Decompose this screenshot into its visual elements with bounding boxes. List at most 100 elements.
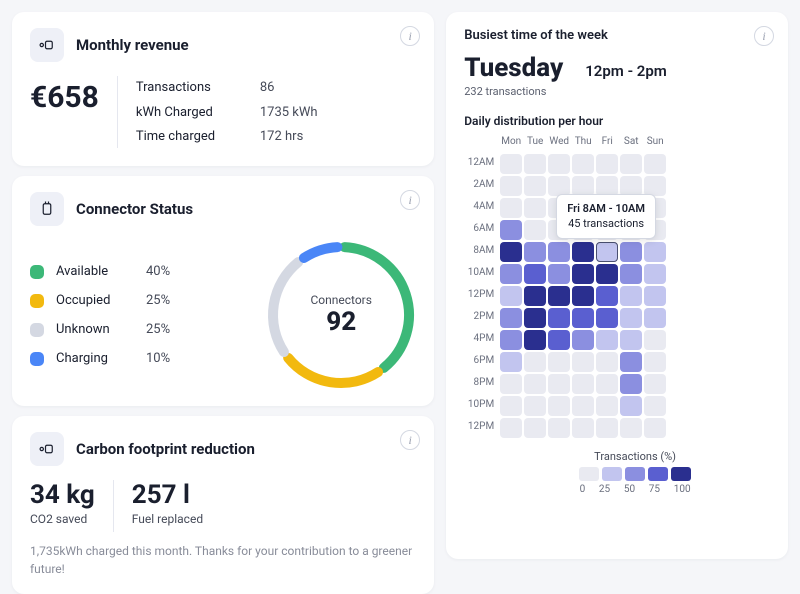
heatmap-cell[interactable]	[524, 176, 546, 196]
heatmap-cell[interactable]	[620, 396, 642, 416]
heatmap-cell[interactable]	[524, 330, 546, 350]
heatmap-cell[interactable]	[644, 154, 666, 174]
heatmap-cell[interactable]	[500, 176, 522, 196]
heatmap-cell[interactable]	[644, 374, 666, 394]
heatmap-cell[interactable]	[524, 154, 546, 174]
heatmap-cell[interactable]	[572, 396, 594, 416]
heatmap-cell[interactable]	[596, 374, 618, 394]
heatmap-cell[interactable]	[620, 374, 642, 394]
heatmap-cell[interactable]	[620, 352, 642, 372]
heatmap-cell[interactable]	[524, 242, 546, 262]
heatmap-cell[interactable]	[620, 154, 642, 174]
legend-item: Available40%	[30, 264, 170, 279]
heatmap-cell[interactable]	[500, 374, 522, 394]
heatmap-cell[interactable]	[524, 374, 546, 394]
heatmap-cell[interactable]	[596, 242, 618, 262]
heatmap-cell[interactable]	[644, 418, 666, 438]
info-icon[interactable]: i	[400, 430, 420, 450]
heatmap-cell[interactable]	[548, 396, 570, 416]
heatmap-cell[interactable]	[644, 176, 666, 196]
heatmap-cell[interactable]	[500, 242, 522, 262]
heatmap-cell[interactable]	[620, 176, 642, 196]
heatmap-cell[interactable]	[572, 242, 594, 262]
revenue-title: Monthly revenue	[76, 36, 189, 54]
heatmap-cell[interactable]	[500, 286, 522, 306]
heatmap-cell[interactable]	[548, 286, 570, 306]
heatmap-cell[interactable]	[596, 286, 618, 306]
heatmap-cell[interactable]	[644, 396, 666, 416]
heatmap-cell[interactable]	[500, 198, 522, 218]
heatmap-cell[interactable]	[500, 352, 522, 372]
hour-label: 4AM	[464, 196, 494, 218]
heatmap-cell[interactable]	[548, 374, 570, 394]
connector-title: Connector Status	[76, 200, 193, 218]
heatmap-cell[interactable]	[572, 264, 594, 284]
heatmap-cell[interactable]	[524, 396, 546, 416]
heatmap-cell[interactable]	[596, 352, 618, 372]
heatmap-cell[interactable]	[500, 396, 522, 416]
heatmap-cell[interactable]	[596, 308, 618, 328]
info-icon[interactable]: i	[400, 26, 420, 46]
heatmap-cell[interactable]	[500, 264, 522, 284]
heatmap-cell[interactable]	[572, 418, 594, 438]
heatmap-cell[interactable]	[548, 264, 570, 284]
legend-swatch	[30, 294, 44, 308]
heatmap-cell[interactable]	[620, 264, 642, 284]
stat-value: 1735 kWh	[260, 101, 318, 126]
legend-name: Unknown	[56, 322, 134, 337]
heatmap-cell[interactable]	[524, 198, 546, 218]
heatmap-cell[interactable]	[596, 176, 618, 196]
heatmap-cell[interactable]	[548, 176, 570, 196]
heatmap-cell[interactable]	[644, 242, 666, 262]
heatmap-cell[interactable]	[524, 418, 546, 438]
scale-box	[671, 467, 691, 481]
heatmap-cell[interactable]	[620, 242, 642, 262]
heatmap-cell[interactable]	[644, 264, 666, 284]
heatmap-cell[interactable]	[500, 154, 522, 174]
heatmap-cell[interactable]	[620, 308, 642, 328]
heatmap-cell[interactable]	[524, 308, 546, 328]
heatmap-cell[interactable]	[596, 264, 618, 284]
hour-label: 6PM	[464, 350, 494, 372]
heatmap-cell[interactable]	[572, 352, 594, 372]
heatmap-cell[interactable]	[524, 220, 546, 240]
heatmap-cell[interactable]	[548, 308, 570, 328]
heatmap-cell[interactable]	[596, 330, 618, 350]
heatmap-cell[interactable]	[524, 264, 546, 284]
heatmap-cell[interactable]	[572, 286, 594, 306]
heatmap-cell[interactable]	[572, 154, 594, 174]
heatmap-cell[interactable]	[620, 330, 642, 350]
heatmap-cell[interactable]	[644, 352, 666, 372]
heatmap-cell[interactable]	[548, 242, 570, 262]
heatmap-cell[interactable]	[572, 176, 594, 196]
heatmap-cell[interactable]	[548, 418, 570, 438]
heatmap-cell[interactable]	[620, 418, 642, 438]
heatmap-cell[interactable]	[500, 330, 522, 350]
heatmap-cell[interactable]	[548, 330, 570, 350]
revenue-amount: €658	[30, 76, 99, 119]
heatmap-cell[interactable]	[500, 220, 522, 240]
info-icon[interactable]: i	[400, 190, 420, 210]
heatmap-cell[interactable]	[548, 154, 570, 174]
heatmap-cell[interactable]	[644, 286, 666, 306]
heatmap-cell[interactable]	[524, 286, 546, 306]
heatmap-cell[interactable]	[524, 352, 546, 372]
heatmap-cell[interactable]	[500, 418, 522, 438]
legend-swatch	[30, 265, 44, 279]
heatmap-cell[interactable]	[500, 308, 522, 328]
heatmap-cell[interactable]	[644, 330, 666, 350]
heatmap-cell[interactable]	[548, 352, 570, 372]
divider	[117, 76, 118, 148]
carbon-icon	[30, 432, 64, 466]
busiest-time: 12pm - 2pm	[585, 62, 667, 80]
heatmap-cell[interactable]	[620, 286, 642, 306]
heatmap-cell[interactable]	[572, 374, 594, 394]
heatmap-cell[interactable]	[644, 308, 666, 328]
heatmap-cell[interactable]	[572, 308, 594, 328]
heatmap-cell[interactable]	[572, 330, 594, 350]
heatmap-cell[interactable]	[596, 154, 618, 174]
heatmap-cell[interactable]	[596, 396, 618, 416]
hour-label: 6AM	[464, 218, 494, 240]
heatmap-cell[interactable]	[596, 418, 618, 438]
info-icon[interactable]: i	[754, 26, 774, 46]
